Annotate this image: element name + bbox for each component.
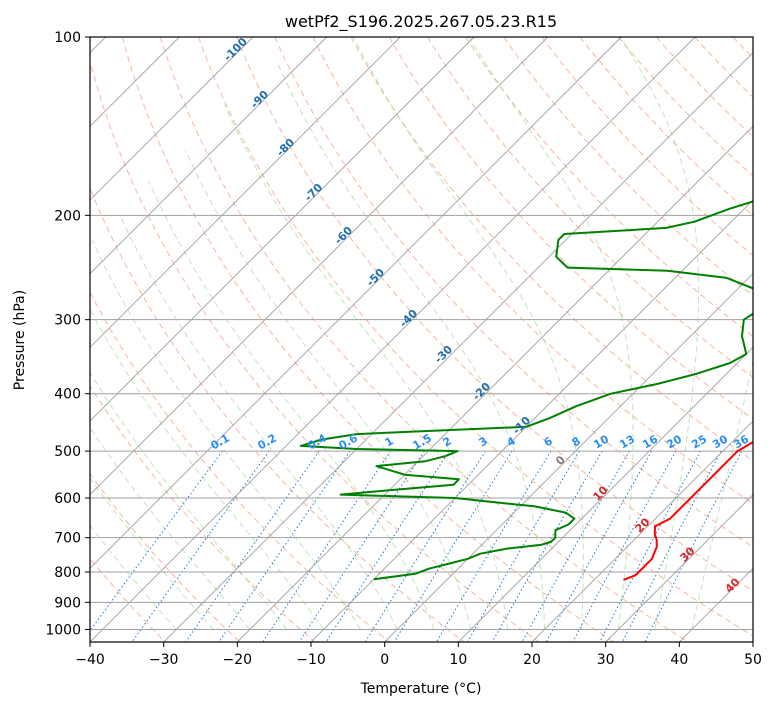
dewpoint-line: [299, 200, 753, 581]
x-tick-label: 10: [449, 652, 467, 668]
moist-adiabat: [119, 215, 398, 630]
isotherm-line: [237, 125, 753, 642]
isotherm-line: [310, 199, 753, 642]
isotherm-line: [90, 37, 696, 642]
mixing-ratio-line: [491, 450, 603, 642]
profile-curves: [299, 200, 753, 581]
moist-adiabat: [468, 37, 634, 630]
isotherm-line: [90, 37, 475, 422]
dry-adiabat: [388, 37, 753, 420]
moist-adiabat: [90, 308, 324, 630]
dry-adiabat: [274, 37, 753, 548]
mixing-ratio-line: [185, 450, 320, 642]
moist-adiabat: [148, 180, 435, 630]
moist-adiabat: [691, 358, 753, 630]
y-tick-label: 500: [54, 444, 81, 460]
moist-adiabat: [90, 426, 251, 630]
x-tick-label: −30: [149, 652, 179, 668]
dry-adiabat: [90, 186, 465, 642]
moist-adiabat: [90, 371, 288, 630]
isotherm-line: [90, 37, 327, 275]
mixing-ratio-line: [521, 450, 630, 642]
x-tick-label: 50: [744, 652, 762, 668]
isotherm-line: [605, 494, 753, 642]
moist-adiabat: [353, 37, 584, 630]
dry-adiabat: [90, 557, 166, 642]
axis-ticks: −40 −30 −20 −10 0 10 20 30 40 50 100 200 300 400 500 60…: [45, 30, 762, 668]
y-axis-label: Pressure (hPa): [12, 290, 28, 390]
x-tick-label: 40: [670, 652, 688, 668]
x-tick-label: 30: [597, 652, 615, 668]
moist-adiabat: [620, 37, 700, 630]
x-tick-label: −20: [223, 652, 253, 668]
moist-adiabat: [91, 239, 361, 630]
dry-adiabat: [159, 37, 689, 642]
dry-adiabat: [90, 59, 540, 642]
y-tick-label: 800: [54, 565, 81, 581]
isotherm-line: [531, 420, 753, 642]
dry-adiabat: [426, 37, 753, 379]
isotherm-line: [90, 37, 401, 348]
moist-adiabat: [276, 61, 546, 630]
isotherm-line: [90, 37, 622, 569]
mixing-ratio-line: [621, 450, 722, 642]
isotherm-line: [163, 52, 753, 642]
plot-frame: [89, 36, 754, 643]
mixing-ratio-line: [218, 450, 351, 642]
x-tick-label: −40: [75, 652, 105, 668]
y-tick-label: 400: [54, 387, 81, 403]
grid-lines: [90, 37, 753, 642]
x-tick-label: 20: [523, 652, 541, 668]
moist-adiabat: [90, 477, 214, 630]
mixing-ratio-line: [545, 450, 653, 642]
y-tick-label: 1000: [45, 622, 81, 638]
x-tick-label: −10: [296, 652, 326, 668]
y-tick-label: 600: [54, 491, 81, 507]
isotherm-line: [90, 37, 548, 496]
y-tick-label: 700: [54, 531, 81, 547]
temperature-line: [623, 440, 753, 581]
mixing-ratio-line: [599, 450, 701, 642]
y-tick-label: 300: [54, 313, 81, 329]
isotherm-line: [90, 37, 254, 201]
dry-adiabat: [90, 384, 316, 642]
isotherm-line: [384, 273, 753, 642]
mixing-ratio-line: [90, 450, 223, 632]
mixing-ratio-line: [572, 450, 677, 642]
x-tick-label: 0: [380, 652, 389, 668]
y-tick-label: 900: [54, 595, 81, 611]
background-lines: [90, 37, 753, 642]
mixing-ratio-line: [644, 450, 743, 642]
mixing-ratio-line: [298, 450, 425, 642]
y-tick-label: 200: [54, 208, 81, 224]
x-axis-label: Temperature (°C): [360, 681, 482, 697]
moist-adiabat: [224, 104, 509, 630]
isotherm-line: [458, 346, 753, 642]
y-tick-label: 100: [54, 30, 81, 46]
chart-title: wetPf2_S196.2025.267.05.23.R15: [285, 12, 557, 32]
